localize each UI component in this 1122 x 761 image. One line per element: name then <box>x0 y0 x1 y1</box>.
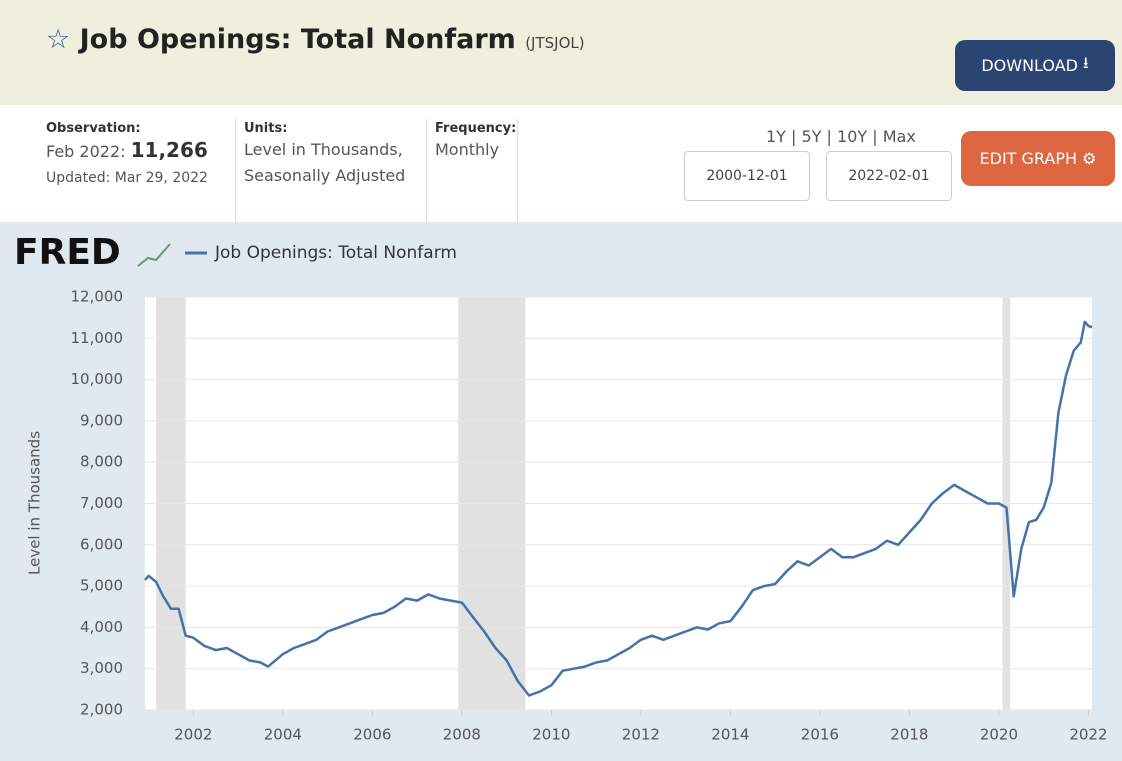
units-value: Level in Thousands, <box>244 140 403 159</box>
y-tick-label: 3,000 <box>80 659 123 677</box>
label: Units: <box>244 121 288 136</box>
title: ☆ Job Openings: Total Nonfarm (JTSJOL) <box>46 24 585 55</box>
label: Frequency: <box>435 121 517 136</box>
legend-label: Job Openings: Total Nonfarm <box>214 243 457 263</box>
x-tick-label: 2006 <box>353 726 391 744</box>
divider <box>517 119 518 222</box>
y-tick-label: 5,000 <box>80 577 123 595</box>
y-tick-label: 6,000 <box>80 535 123 553</box>
frequency-value: Monthly <box>435 140 500 159</box>
start-date[interactable]: 2000-12-01 <box>684 151 810 201</box>
title-text: Job Openings: Total Nonfarm <box>79 24 516 55</box>
star[interactable]: ☆ <box>46 24 71 55</box>
y-tick-label: 10,000 <box>71 370 124 388</box>
download-text: DOWNLOAD <box>981 56 1078 75</box>
x-tick-label: 2004 <box>264 726 302 744</box>
header: ☆ Job Openings: Total Nonfarm (JTSJOL) D… <box>0 0 1122 105</box>
ticker: (JTSJOL) <box>525 34 585 52</box>
x-tick-label: 2002 <box>174 726 212 744</box>
x-tick-label: 2020 <box>980 726 1018 744</box>
divider <box>235 119 236 222</box>
updated: Updated: Mar 29, 2022 <box>46 170 208 186</box>
info-bar: Observation: Feb 2022: 11,266 Updated: M… <box>0 105 1122 222</box>
y-tick-label: 12,000 <box>71 288 124 306</box>
obs-date: Feb 2022: <box>46 142 126 161</box>
y-axis-title: Level in Thousands <box>26 431 44 575</box>
end-date[interactable]: 2022-02-01 <box>826 151 952 201</box>
x-tick-label: 2018 <box>890 726 928 744</box>
y-tick-label: 7,000 <box>80 494 123 512</box>
edit-text: EDIT GRAPH <box>979 149 1078 168</box>
obs-line: Feb 2022: 11,266 <box>46 137 208 165</box>
x-tick-label: 2022 <box>1069 726 1107 744</box>
logo-icon <box>137 243 171 267</box>
x-tick-label: 2016 <box>801 726 839 744</box>
range-links[interactable]: 1Y | 5Y | 10Y | Max <box>766 127 916 146</box>
divider <box>426 119 427 222</box>
x-tick-label: 2010 <box>532 726 570 744</box>
data-line <box>144 320 1093 697</box>
y-tick-label: 9,000 <box>80 411 123 429</box>
units-value: Seasonally Adjusted <box>244 166 406 185</box>
download-button[interactable]: DOWNLOAD ⭳ <box>955 40 1115 91</box>
x-tick-label: 2008 <box>443 726 481 744</box>
units: Units: Level in Thousands, Seasonally Ad… <box>244 121 405 189</box>
y-tick-label: 4,000 <box>80 618 123 636</box>
y-tick-label: 11,000 <box>71 329 124 347</box>
y-tick-label: 2,000 <box>80 701 123 719</box>
logo: FRED <box>14 232 121 273</box>
edit-graph-button[interactable]: EDIT GRAPH ⚙ <box>961 131 1115 186</box>
label: Observation: <box>46 121 141 136</box>
observation: Observation: Feb 2022: 11,266 Updated: M… <box>46 121 208 191</box>
x-tick-label: 2014 <box>711 726 749 744</box>
x-tick-label: 2012 <box>622 726 660 744</box>
obs-value: 11,266 <box>130 138 208 162</box>
frequency: Frequency: Monthly <box>435 121 516 163</box>
y-tick-label: 8,000 <box>80 453 123 471</box>
